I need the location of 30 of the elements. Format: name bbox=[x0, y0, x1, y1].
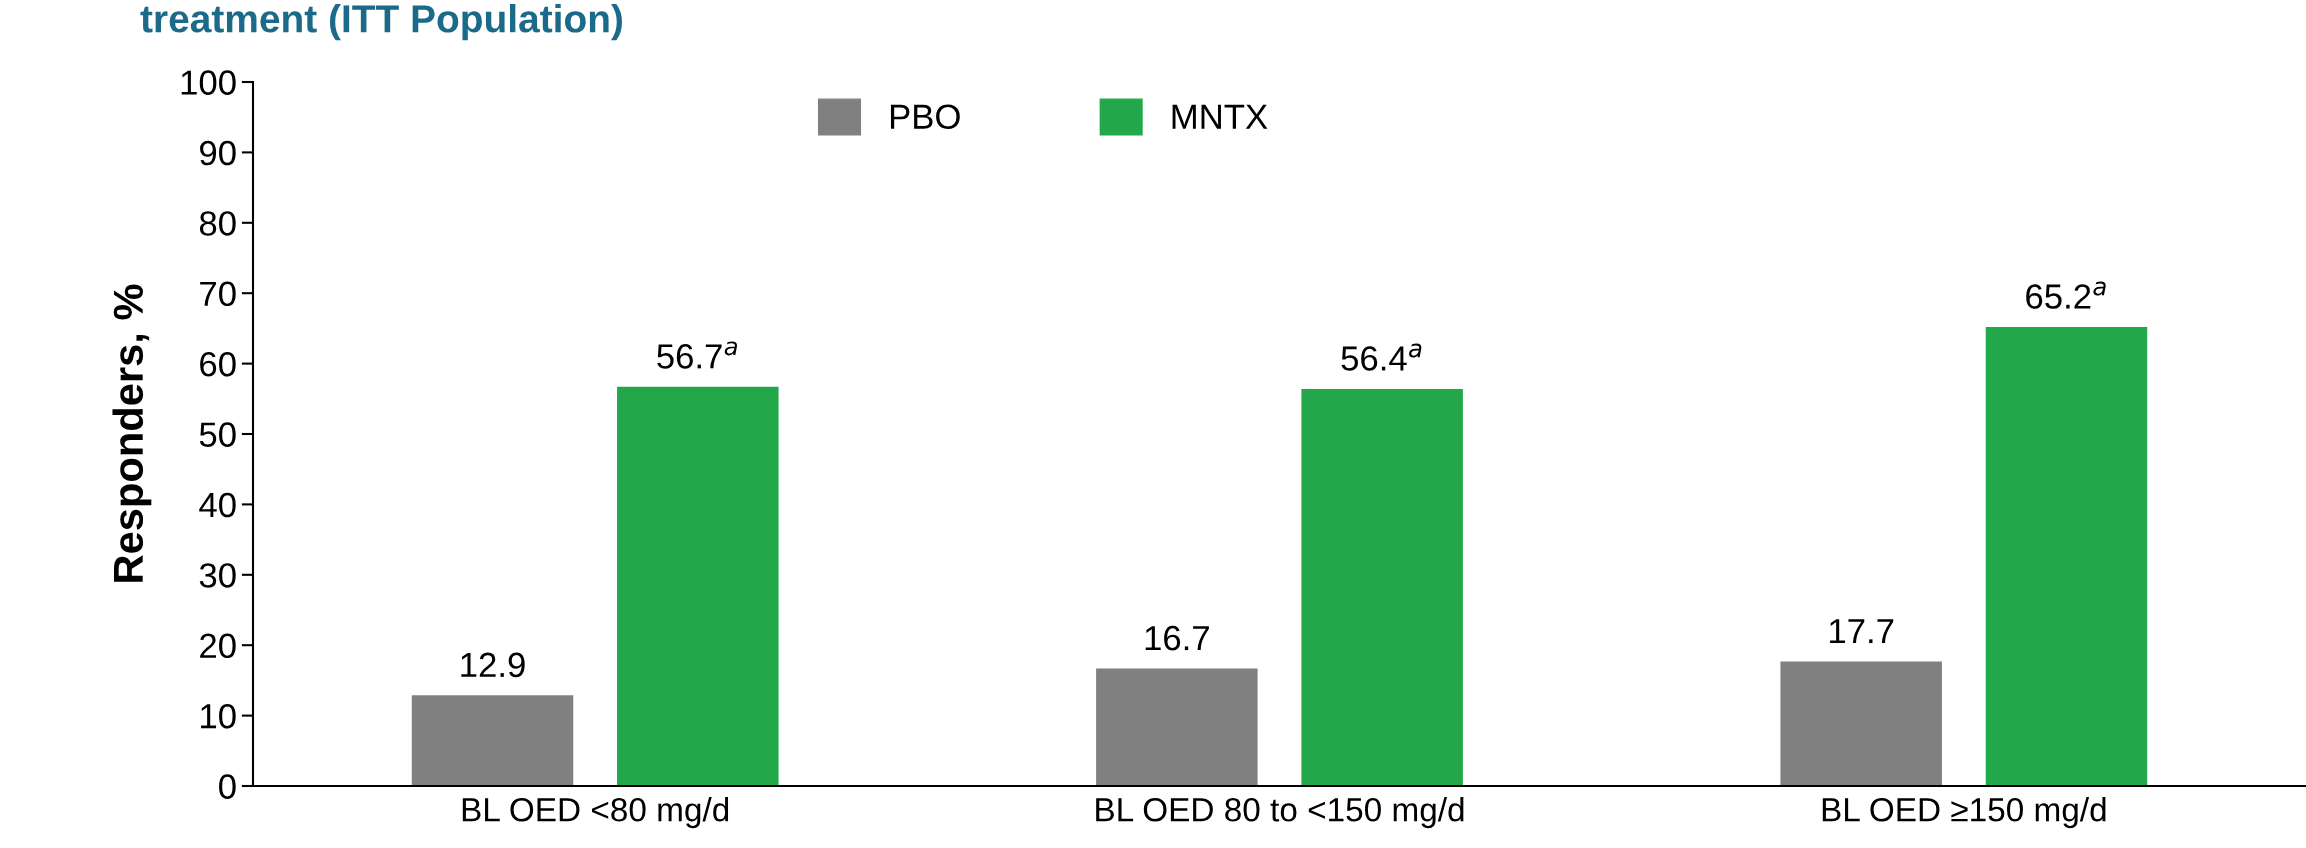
y-tick-label: 70 bbox=[200, 281, 236, 307]
y-tick-label: 20 bbox=[200, 633, 236, 659]
bar bbox=[1985, 326, 2148, 786]
chart-title: treatment (ITT Population) bbox=[140, 4, 622, 41]
y-tick-label: 10 bbox=[201, 703, 236, 729]
x-tick-label: BL OED 80 to <150 mg/d bbox=[1096, 797, 1464, 829]
y-axis-title: Responders, % bbox=[112, 284, 152, 582]
y-tick-label: 50 bbox=[199, 422, 236, 447]
x-tick-label: BL OED ≥150 mg/d bbox=[1822, 797, 2106, 829]
bar bbox=[1096, 668, 1258, 786]
data-label: 65.2$^{a}$ bbox=[2026, 281, 2106, 309]
y-tick-label: 0 bbox=[219, 774, 236, 799]
y-tick-label: 90 bbox=[200, 140, 236, 166]
data-label: 56.4$^{a}$ bbox=[1341, 343, 1422, 371]
bar bbox=[1301, 388, 1463, 786]
y-tick-label: 60 bbox=[200, 351, 236, 377]
x-tick-label: BL OED <80 mg/d bbox=[462, 797, 729, 829]
y-tick-label: 40 bbox=[199, 492, 236, 518]
bar bbox=[411, 695, 574, 786]
y-tick-label: 100 bbox=[181, 70, 236, 95]
legend-label: PBO bbox=[890, 104, 960, 130]
y-tick-label: 30 bbox=[199, 563, 236, 588]
data-label: 17.7 bbox=[1830, 619, 1894, 644]
bar bbox=[617, 386, 779, 786]
data-label: 12.9 bbox=[461, 652, 525, 678]
bar bbox=[1780, 661, 1942, 786]
legend-label: MNTX bbox=[1172, 104, 1268, 129]
y-tick-label: 80 bbox=[199, 211, 236, 236]
data-label: 16.7 bbox=[1145, 625, 1209, 651]
data-label: 56.7$^{a}$ bbox=[657, 341, 738, 369]
